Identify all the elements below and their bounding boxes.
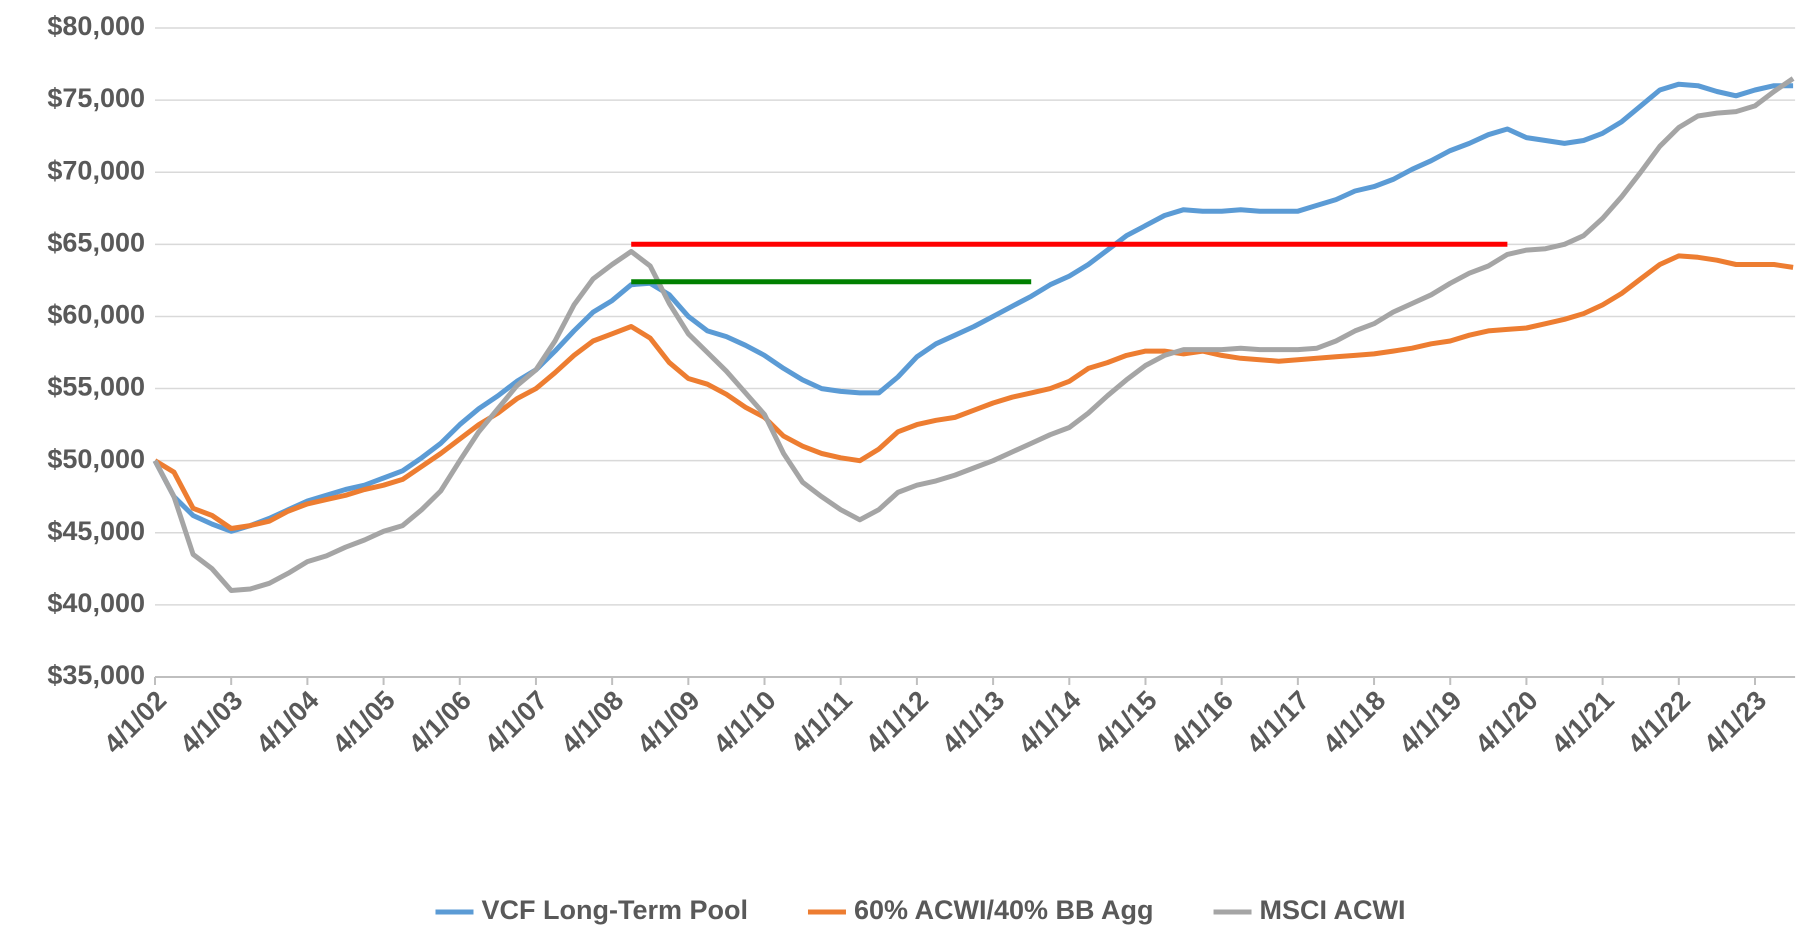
- x-tick-label: 4/1/15: [1088, 685, 1162, 759]
- x-tick-label: 4/1/21: [1546, 685, 1620, 759]
- x-tick-label: 4/1/19: [1393, 685, 1467, 759]
- y-tick-label: $65,000: [47, 227, 145, 257]
- series-line: [152, 76, 1795, 593]
- x-tick-label: 4/1/12: [860, 685, 934, 759]
- y-tick-label: $70,000: [47, 155, 145, 185]
- x-tick-label: 4/1/20: [1469, 685, 1543, 759]
- legend: VCF Long-Term Pool 60% ACWI/40% BB Agg MSC…: [435, 895, 1406, 925]
- legend-label: VCF Long-Term Pool: [481, 895, 747, 925]
- x-tick-label: 4/1/02: [98, 685, 172, 759]
- x-tick-label: 4/1/03: [174, 685, 248, 759]
- y-tick-label: $55,000: [47, 372, 145, 402]
- x-tick-label: 4/1/08: [555, 685, 629, 759]
- x-tick-label: 4/1/23: [1698, 685, 1772, 759]
- legend-label: MSCI ACWI: [1260, 895, 1406, 925]
- y-tick-label: $40,000: [47, 588, 145, 618]
- y-tick-label: $60,000: [47, 300, 145, 330]
- legend-label: 60% ACWI/40% BB Agg: [854, 895, 1154, 925]
- x-tick-label: 4/1/18: [1317, 685, 1391, 759]
- x-tick-label: 4/1/10: [708, 685, 782, 759]
- y-tick-label: $80,000: [47, 11, 145, 41]
- x-tick-label: 4/1/07: [479, 685, 553, 759]
- series-line: [152, 81, 1794, 534]
- y-tick-label: $50,000: [47, 444, 145, 474]
- x-tick-label: 4/1/04: [250, 685, 324, 759]
- x-tick-label: 4/1/05: [327, 685, 401, 759]
- x-tick-label: 4/1/06: [403, 685, 477, 759]
- y-tick-label: $35,000: [47, 660, 145, 690]
- x-tick-label: 4/1/13: [936, 685, 1010, 759]
- x-tick-label: 4/1/22: [1622, 685, 1696, 759]
- x-tick-label: 4/1/14: [1012, 685, 1086, 759]
- y-tick-label: $75,000: [47, 83, 145, 113]
- x-tick-label: 4/1/17: [1241, 685, 1315, 759]
- x-tick-label: 4/1/16: [1165, 685, 1239, 759]
- series-line: [153, 253, 1794, 531]
- x-tick-label: 4/1/11: [785, 685, 858, 758]
- x-tick-label: 4/1/09: [631, 685, 705, 759]
- y-tick-label: $45,000: [47, 516, 145, 546]
